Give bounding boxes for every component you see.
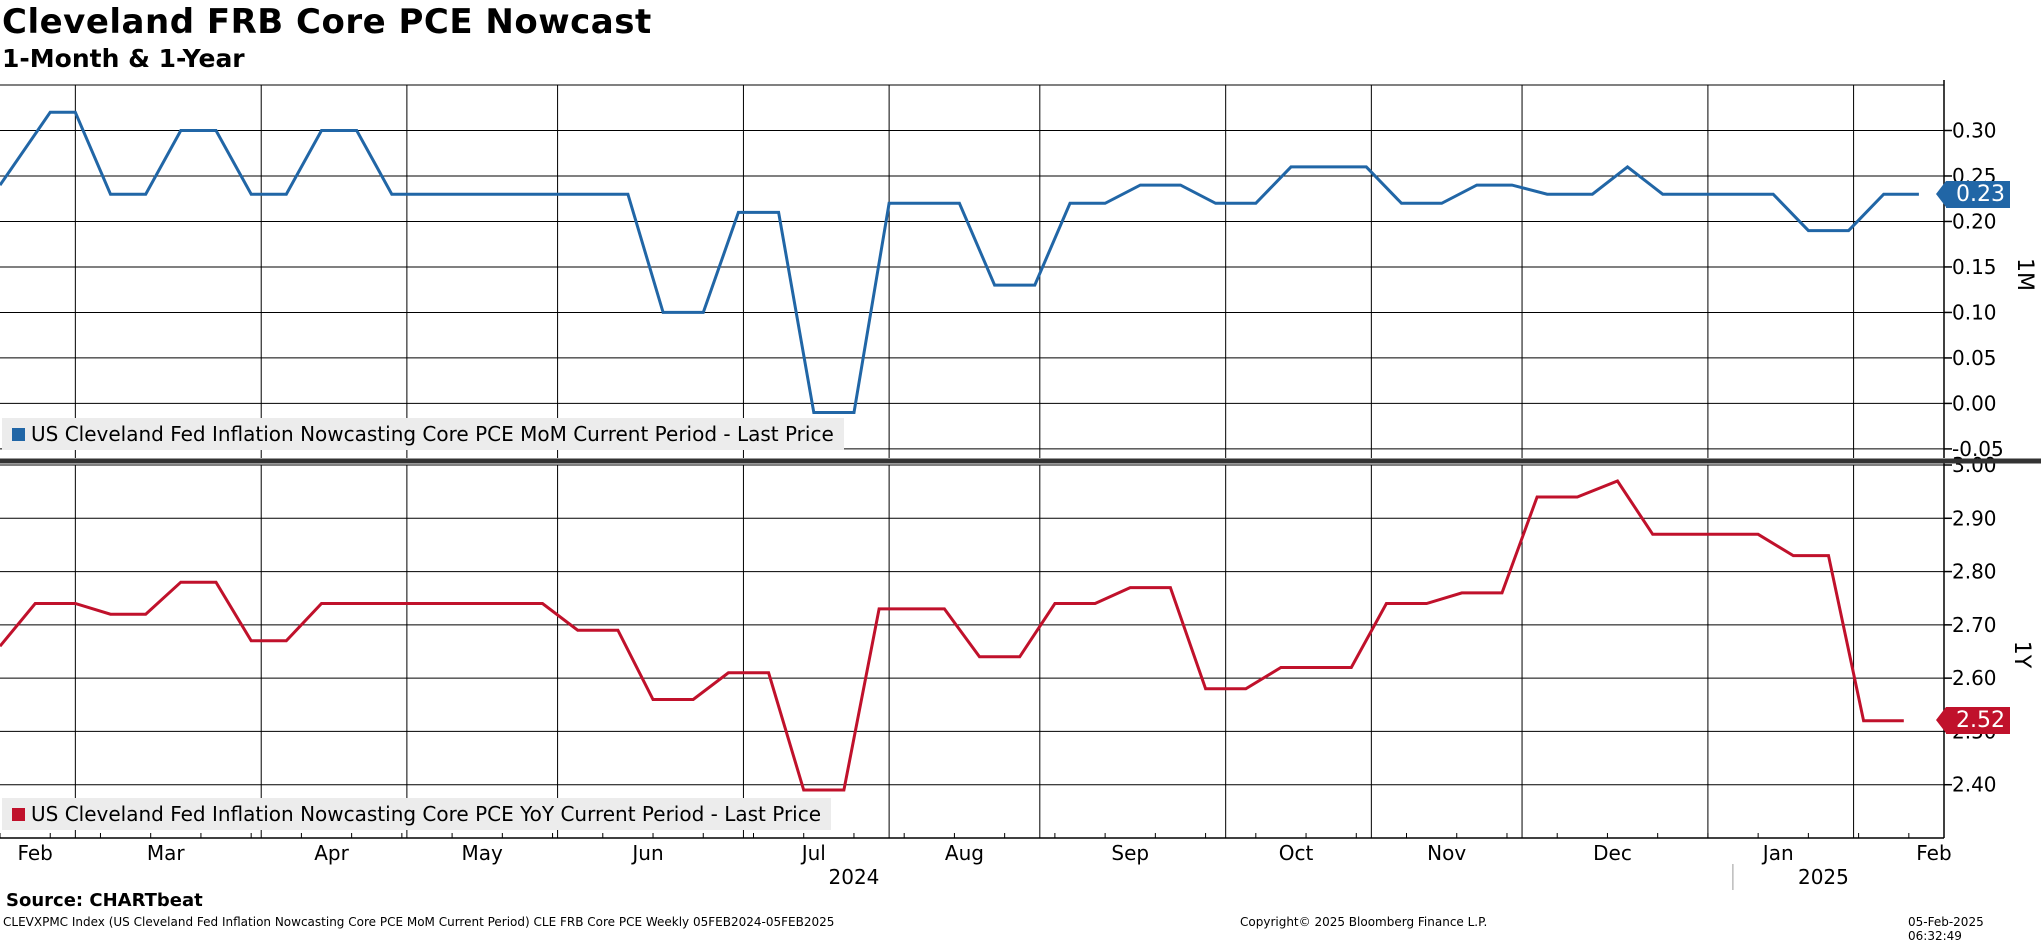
y-tick-label: -0.05 <box>1952 437 2004 461</box>
legend-mom-label: US Cleveland Fed Inflation Nowcasting Co… <box>31 422 834 446</box>
axis-label-1y: 1Y <box>2009 640 2035 669</box>
x-tick-label: Oct <box>1279 841 1314 865</box>
y-tick-label: 2.80 <box>1952 560 1997 584</box>
footer-copyright: Copyright© 2025 Bloomberg Finance L.P. <box>1240 915 1488 929</box>
x-year-label: 2025 <box>1798 865 1849 889</box>
chart-subtitle: 1-Month & 1-Year <box>2 44 245 73</box>
footer-timestamp: 05-Feb-2025 06:32:49 <box>1908 915 1984 943</box>
y-tick-label: 2.90 <box>1952 506 1997 530</box>
y-tick-label: 2.60 <box>1952 666 1997 690</box>
x-tick-label: Mar <box>147 841 186 865</box>
x-year-label: 2024 <box>829 865 880 889</box>
x-tick-label: Aug <box>945 841 984 865</box>
y-tick-label: 3.00 <box>1952 453 1997 477</box>
axis-label-1m: 1M <box>2011 258 2037 291</box>
last-value-badge-mom: 0.23 <box>1936 180 2010 208</box>
y-tick-label: 2.40 <box>1952 773 1997 797</box>
y-tick-label: 0.30 <box>1952 118 1997 142</box>
x-tick-label: May <box>462 841 504 865</box>
y-tick-label: 0.00 <box>1952 391 1997 415</box>
x-tick-label: Jul <box>800 841 826 865</box>
series-line-mom <box>0 110 1919 414</box>
legend-mom-swatch <box>12 427 25 441</box>
y-tick-label: 0.10 <box>1952 300 1997 324</box>
legend-yoy-swatch <box>12 807 25 821</box>
footer-ticker-description: CLEVXPMC Index (US Cleveland Fed Inflati… <box>3 915 835 929</box>
chart-title: Cleveland FRB Core PCE Nowcast <box>2 2 652 42</box>
y-tick-label: 0.15 <box>1952 255 1997 279</box>
y-tick-label: 0.05 <box>1952 346 1997 370</box>
source-note: Source: CHARTbeat <box>6 890 203 911</box>
x-tick-label: Nov <box>1427 841 1466 865</box>
x-tick-label: Dec <box>1593 841 1632 865</box>
legend-yoy-label: US Cleveland Fed Inflation Nowcasting Co… <box>31 802 822 826</box>
x-tick-label: Apr <box>314 841 349 865</box>
x-tick-label: Feb <box>17 841 52 865</box>
legend-mom: US Cleveland Fed Inflation Nowcasting Co… <box>2 418 844 450</box>
x-tick-label: Jan <box>1761 841 1794 865</box>
legend-yoy: US Cleveland Fed Inflation Nowcasting Co… <box>2 798 832 830</box>
x-tick-label: Jun <box>630 841 663 865</box>
x-tick-label: Sep <box>1111 841 1149 865</box>
y-tick-label: 2.70 <box>1952 613 1997 637</box>
last-value-badge-yoy: 2.52 <box>1936 707 2010 735</box>
y-tick-label: 0.20 <box>1952 209 1997 233</box>
series-line-yoy <box>0 479 1904 792</box>
x-tick-label: Feb <box>1916 841 1951 865</box>
